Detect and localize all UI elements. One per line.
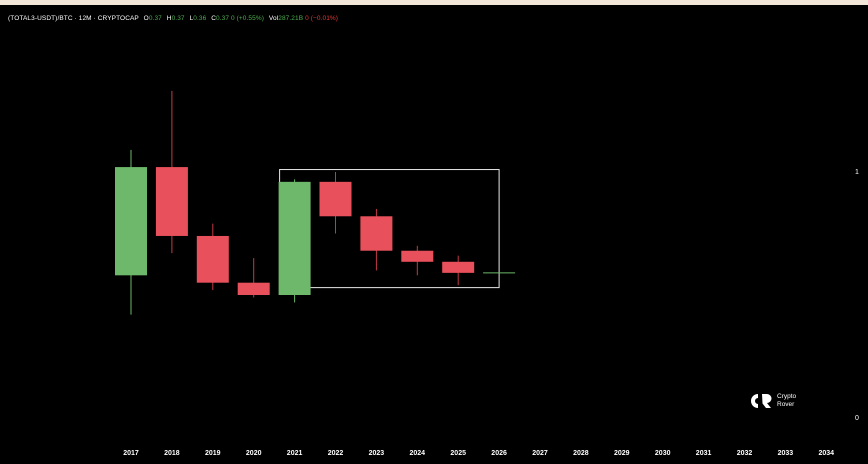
x-tick-2031: 2031 [696, 450, 712, 457]
candle-2017-body [115, 167, 147, 276]
x-tick-2032: 2032 [737, 450, 753, 457]
x-tick-2029: 2029 [614, 450, 630, 457]
y-tick-0: 0 [855, 415, 859, 422]
x-tick-2030: 2030 [655, 450, 671, 457]
change-value: 0 (+0.55%) [231, 15, 264, 22]
open-value: 0.37 [148, 15, 162, 22]
close-label: C [211, 15, 217, 22]
volume-label: Vol [268, 15, 279, 22]
high-label: H [166, 15, 172, 22]
x-tick-2034: 2034 [819, 450, 835, 457]
x-tick-2024: 2024 [410, 450, 426, 457]
candle-2023-body [360, 216, 393, 251]
y-tick-1: 1 [855, 169, 859, 176]
crypto-rover-logo: Crypto Rover [750, 393, 796, 409]
candle-2022-body [319, 181, 352, 217]
x-tick-2033: 2033 [778, 450, 794, 457]
x-tick-2026: 2026 [491, 450, 507, 457]
top-strip [0, 0, 868, 5]
x-tick-2023: 2023 [369, 450, 385, 457]
candle-2024-body [401, 250, 434, 262]
x-tick-2019: 2019 [205, 450, 221, 457]
volume-change: 0 (−0.01%) [305, 15, 339, 22]
logo-line1: Crypto [777, 393, 797, 400]
x-tick-2021: 2021 [287, 450, 303, 457]
candle-2021-body [278, 181, 311, 295]
open-label: O [143, 15, 149, 22]
close-value: 0.37 [216, 15, 230, 22]
logo-line2: Rover [777, 401, 795, 408]
x-tick-2025: 2025 [450, 450, 466, 457]
crypto-rover-logo-icon [751, 394, 772, 408]
candle-2020-body [237, 282, 270, 295]
candle-2019-body [196, 235, 229, 283]
candle-2018-body [155, 167, 188, 236]
x-tick-2028: 2028 [573, 450, 589, 457]
x-tick-2018: 2018 [164, 450, 180, 457]
high-value: 0.37 [171, 15, 185, 22]
volume-value: 287.21B [278, 15, 304, 22]
x-tick-2027: 2027 [532, 450, 548, 457]
low-value: 0.36 [193, 15, 207, 22]
x-tick-2017: 2017 [123, 450, 139, 457]
chart-header: (TOTAL3-USDT)/BTC · 12M · CRYPTOCAP O0.3… [8, 15, 338, 22]
candle-2025-body [442, 261, 475, 273]
x-tick-2020: 2020 [246, 450, 262, 457]
low-label: L [189, 15, 194, 22]
x-tick-2022: 2022 [328, 450, 344, 457]
symbol-label: (TOTAL3-USDT)/BTC · 12M · CRYPTOCAP [8, 15, 139, 22]
